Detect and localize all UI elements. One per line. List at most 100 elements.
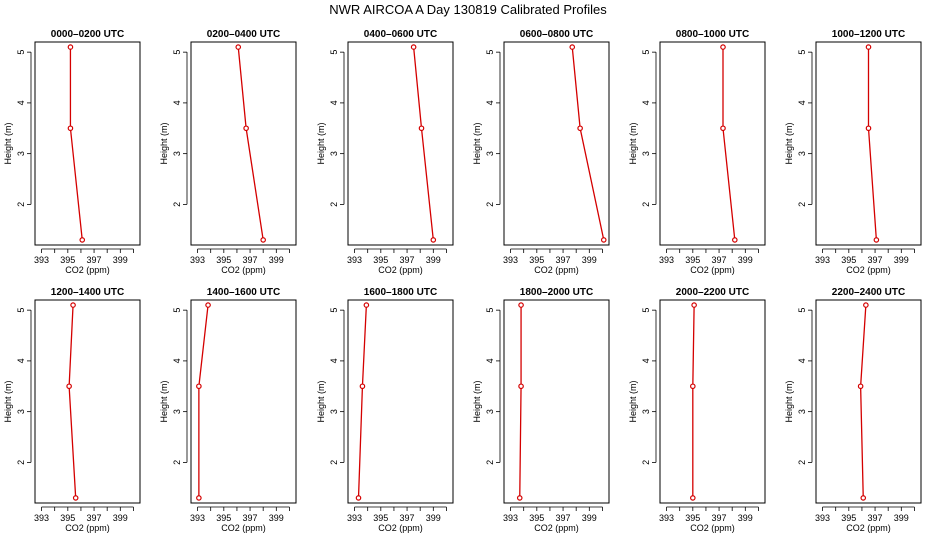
data-point (359, 383, 366, 390)
y-tick-label: 3 (329, 151, 339, 156)
y-axis-label: Height (m) (3, 380, 13, 422)
profile-line (237, 47, 264, 241)
x-tick-label: 397 (243, 513, 258, 523)
data-point (205, 302, 211, 308)
profile-line (198, 305, 209, 498)
y-tick-label: 3 (329, 409, 339, 414)
data-point (79, 237, 86, 243)
panel-title: 0600–0800 UTC (520, 29, 593, 40)
profile-line (357, 305, 368, 498)
profile-line (412, 47, 434, 240)
data-point (67, 125, 74, 132)
panel-title: 0400–0600 UTC (364, 29, 437, 40)
y-axis-label: Height (m) (472, 380, 482, 422)
y-axis-label: Height (m) (159, 380, 169, 422)
profile-line (571, 47, 605, 241)
x-axis-label: CO2 (ppm) (534, 265, 579, 275)
data-point (690, 495, 696, 501)
x-tick-label: 393 (503, 513, 518, 523)
x-axis-label: CO2 (ppm) (846, 265, 891, 275)
y-tick-label: 2 (329, 202, 339, 207)
data-point (430, 237, 437, 243)
data-point (873, 237, 880, 243)
x-tick-label: 395 (216, 513, 231, 523)
panel-frame (815, 41, 922, 246)
x-tick-label: 395 (373, 513, 388, 523)
data-point (732, 237, 738, 243)
data-point (720, 125, 726, 132)
panel-title: 0000–0200 UTC (51, 29, 124, 40)
x-tick-label: 399 (426, 255, 441, 265)
x-tick-label: 393 (34, 513, 49, 523)
y-tick-label: 4 (329, 358, 339, 363)
panel-title: 0800–1000 UTC (676, 29, 749, 40)
panel-title: 1800–2000 UTC (520, 287, 593, 298)
x-tick-label: 399 (269, 255, 284, 265)
y-tick-label: 4 (641, 358, 651, 363)
profile-line (69, 47, 83, 240)
y-tick-label: 2 (16, 202, 26, 207)
data-point (355, 495, 362, 501)
x-tick-label: 399 (894, 513, 909, 523)
y-tick-label: 4 (16, 100, 26, 105)
x-tick-label: 395 (529, 255, 544, 265)
y-tick-label: 4 (641, 100, 651, 105)
panel-frame (503, 41, 610, 246)
y-tick-label: 3 (641, 151, 651, 156)
y-tick-label: 3 (797, 151, 807, 156)
x-tick-label: 393 (503, 255, 518, 265)
x-tick-label: 395 (60, 513, 75, 523)
x-tick-label: 397 (400, 513, 415, 523)
x-tick-label: 399 (738, 513, 753, 523)
x-axis-label: CO2 (ppm) (378, 265, 423, 275)
panel-frame (190, 41, 297, 246)
panel-title: 0200–0400 UTC (207, 29, 280, 40)
y-axis-label: Height (m) (784, 380, 794, 422)
data-point (235, 44, 242, 50)
data-point (518, 383, 524, 390)
x-axis-label: CO2 (ppm) (65, 523, 110, 533)
data-point (720, 44, 726, 50)
profile-line (519, 305, 522, 498)
x-axis-label: CO2 (ppm) (221, 265, 266, 275)
x-tick-label: 395 (685, 513, 700, 523)
x-tick-label: 397 (556, 513, 571, 523)
x-tick-label: 393 (659, 255, 674, 265)
data-point (857, 383, 864, 390)
data-point (690, 383, 696, 390)
panel-frame (503, 299, 610, 504)
y-tick-label: 4 (329, 100, 339, 105)
y-tick-label: 3 (485, 409, 495, 414)
panel-title: 1200–1400 UTC (51, 287, 124, 298)
panel-title: 2200–2400 UTC (832, 287, 905, 298)
y-tick-label: 4 (797, 358, 807, 363)
y-tick-label: 5 (172, 308, 182, 313)
y-axis-label: Height (m) (316, 122, 326, 164)
y-tick-label: 2 (797, 202, 807, 207)
data-point (860, 495, 867, 501)
data-point (516, 495, 523, 501)
x-axis-label: CO2 (ppm) (65, 265, 110, 275)
y-tick-label: 4 (485, 100, 495, 105)
y-tick-label: 2 (172, 202, 182, 207)
x-tick-label: 395 (529, 513, 544, 523)
y-axis-label: Height (m) (472, 122, 482, 164)
y-tick-label: 5 (797, 308, 807, 313)
x-tick-label: 393 (347, 255, 362, 265)
data-point (243, 125, 249, 132)
data-point (865, 44, 872, 50)
x-tick-label: 393 (347, 513, 362, 523)
data-point (691, 302, 697, 308)
x-tick-label: 393 (815, 513, 830, 523)
x-tick-label: 395 (685, 255, 700, 265)
panel-frame (34, 41, 141, 246)
y-tick-label: 3 (485, 151, 495, 156)
x-tick-label: 399 (582, 513, 597, 523)
